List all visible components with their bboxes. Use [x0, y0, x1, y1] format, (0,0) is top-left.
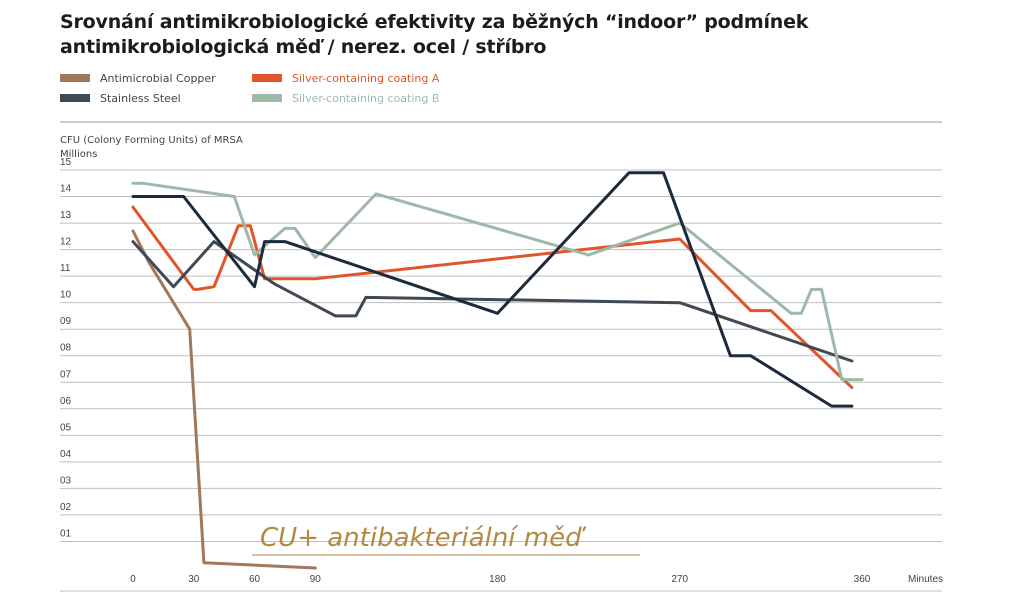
series-line-silver-containing-coating-a	[131, 205, 854, 390]
y-tick-05: 05	[60, 422, 72, 433]
x-tick-30: 30	[188, 574, 200, 585]
legend-label-silver-a: Silver-containing coating A	[292, 71, 440, 85]
legend-label-copper: Antimicrobial Copper	[100, 71, 216, 85]
y-tick-02: 02	[60, 502, 72, 513]
legend-swatch-silver-a	[252, 74, 282, 82]
series-line-unlabeled-navy	[131, 171, 854, 408]
x-tick-180: 180	[489, 574, 506, 585]
title-line-2: antimikrobiologická měď / nerez. ocel / …	[60, 36, 547, 58]
y-axis-label-line-1: CFU (Colony Forming Units) of MRSA	[60, 135, 243, 146]
legend-item-silver-a: Silver-containing coating A	[252, 70, 439, 86]
y-tick-12: 12	[60, 237, 72, 248]
y-tick-10: 10	[60, 290, 72, 301]
legend-swatch-silver-b	[252, 94, 282, 102]
legend-swatch-copper	[60, 74, 90, 82]
gridlines	[60, 169, 942, 592]
title-line-1: Srovnání antimikrobiologické efektivity …	[60, 11, 809, 33]
x-tick-labels: 0 30 60 90 180 270 360	[130, 574, 871, 585]
x-axis-label: Minutes	[908, 574, 943, 585]
legend-item-silver-b: Silver-containing coating B	[252, 90, 439, 106]
legend-item-copper: Antimicrobial Copper	[60, 70, 216, 86]
series-line-antimicrobial-copper	[131, 229, 317, 570]
copper-annotation: CU+ antibakteriální měď	[260, 523, 587, 553]
series-line-stainless-steel	[131, 240, 854, 363]
y-tick-07: 07	[60, 369, 72, 380]
legend: Antimicrobial Copper Silver-containing c…	[60, 68, 580, 108]
y-tick-06: 06	[60, 396, 72, 407]
y-tick-15: 15	[60, 157, 72, 168]
y-tick-03: 03	[60, 475, 72, 486]
x-tick-0: 0	[130, 574, 136, 585]
y-tick-08: 08	[60, 343, 72, 354]
series-line-silver-containing-coating-b	[131, 181, 864, 382]
x-tick-60: 60	[249, 574, 261, 585]
y-axis-label-line-2: Millions	[60, 149, 98, 160]
y-axis-label: CFU (Colony Forming Units) of MRSA Milli…	[60, 134, 243, 162]
y-tick-01: 01	[60, 528, 72, 539]
legend-label-steel: Stainless Steel	[100, 91, 181, 105]
y-tick-14: 14	[60, 184, 72, 195]
x-tick-360: 360	[854, 574, 871, 585]
series-lines	[131, 171, 864, 570]
legend-label-silver-b: Silver-containing coating B	[292, 91, 440, 105]
x-tick-90: 90	[310, 574, 322, 585]
y-tick-11: 11	[60, 263, 71, 274]
y-tick-labels: 01 02 03 04 05 06 07 08 09 10 11 12 13 14 15	[60, 157, 72, 539]
legend-swatch-steel	[60, 94, 90, 102]
legend-item-steel: Stainless Steel	[60, 90, 181, 106]
y-tick-04: 04	[60, 449, 72, 460]
y-tick-09: 09	[60, 316, 72, 327]
chart-title: Srovnání antimikrobiologické efektivity …	[60, 10, 960, 60]
x-tick-270: 270	[671, 574, 688, 585]
y-tick-13: 13	[60, 210, 72, 221]
